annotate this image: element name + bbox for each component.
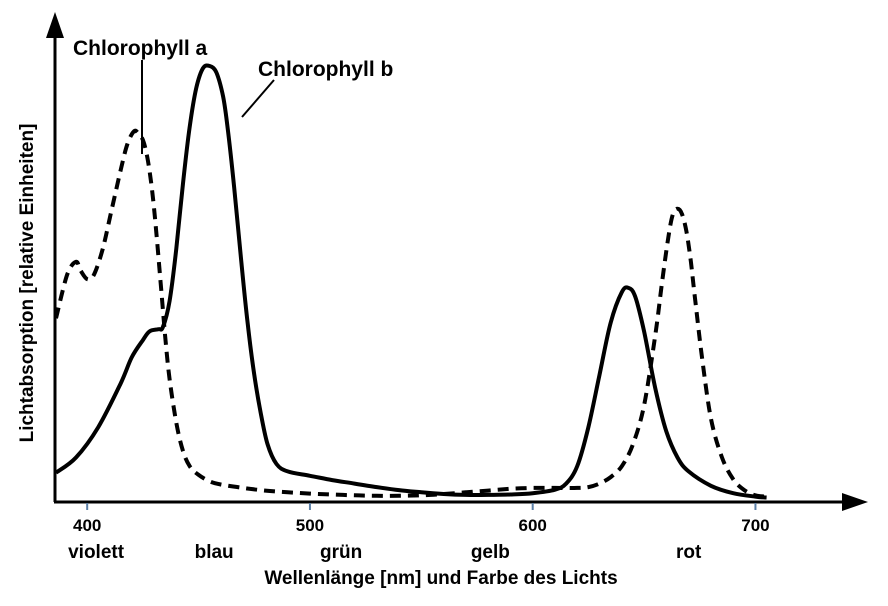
chlorophyll-b-line <box>54 63 767 500</box>
x-tick-label: 600 <box>519 516 547 535</box>
x-tick-label: 400 <box>73 516 101 535</box>
chart-texts: 400 500 600 700 violett blau grün gelb rot Wellen… <box>17 37 770 589</box>
x-ticks <box>86 503 757 510</box>
series-lines <box>54 63 767 500</box>
chlorophyll-a-line <box>54 128 767 499</box>
color-label: blau <box>195 542 234 563</box>
axes <box>46 12 868 511</box>
x-tick-label: 700 <box>741 516 769 535</box>
color-label: rot <box>676 542 702 563</box>
y-axis-arrowhead <box>46 12 64 38</box>
chlorophyll-b-leader-line <box>241 79 275 118</box>
chlorophyll-b-label: Chlorophyll b <box>258 58 393 81</box>
color-label: gelb <box>471 542 510 563</box>
x-axis-arrowhead <box>842 493 868 511</box>
x-axis-title: Wellenlänge [nm] und Farbe des Lichts <box>264 568 617 589</box>
x-tick-label: 500 <box>296 516 324 535</box>
series-callouts <box>141 60 275 154</box>
color-label: violett <box>68 542 125 563</box>
color-label: grün <box>320 542 362 563</box>
chlorophyll-a-label: Chlorophyll a <box>73 37 207 60</box>
y-axis-title: Lichtabsorption [relative Einheiten] <box>17 124 38 443</box>
